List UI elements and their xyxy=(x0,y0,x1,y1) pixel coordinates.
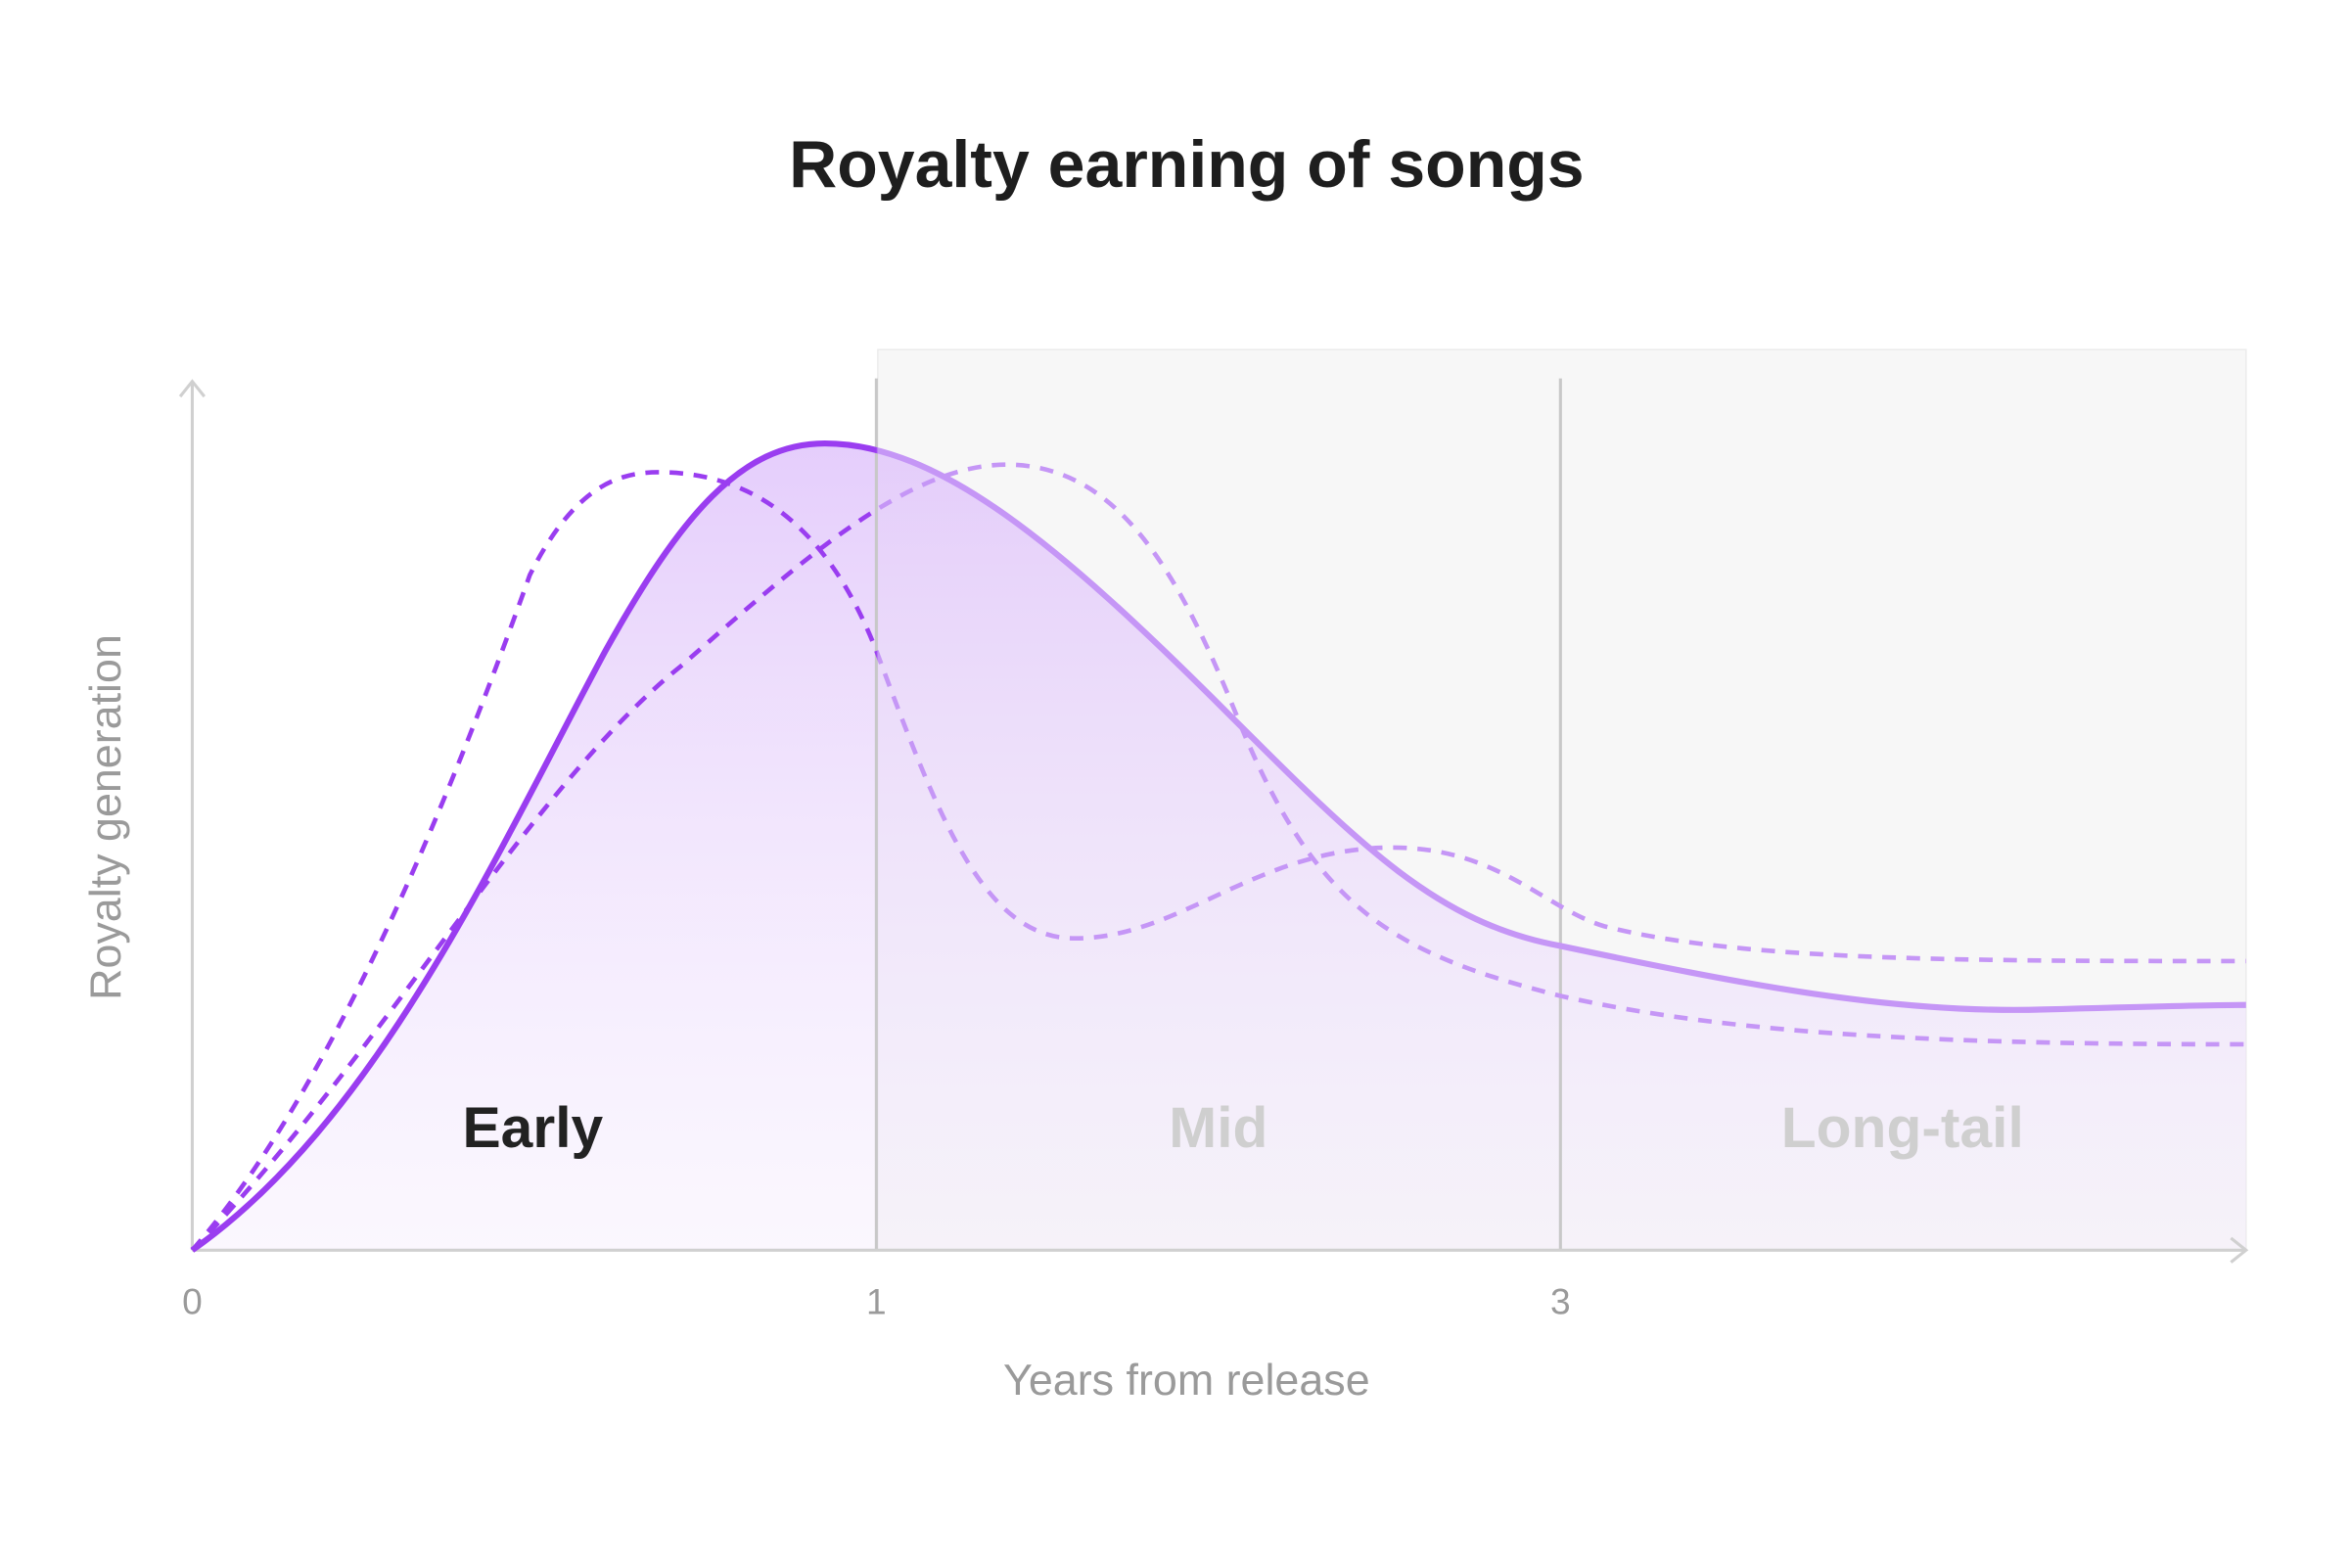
phase-label: Mid xyxy=(1169,1096,1267,1160)
x-axis-arrow xyxy=(2230,1236,2249,1264)
y-axis-arrow xyxy=(178,379,207,398)
x-tick-label: 1 xyxy=(866,1281,887,1322)
x-tick-label: 3 xyxy=(1550,1281,1571,1322)
chart-title: Royalty earning of songs xyxy=(789,127,1585,202)
phase-label: Long-tail xyxy=(1781,1096,2024,1160)
x-tick-label: 0 xyxy=(182,1281,203,1322)
early-peak-curve xyxy=(190,470,2246,1252)
y-axis-label: Royalty generation xyxy=(80,634,130,1000)
x-axis-label: Years from release xyxy=(1003,1355,1370,1405)
phase-label: Early xyxy=(462,1096,603,1160)
area-fill xyxy=(192,443,2246,1251)
typical-curve xyxy=(190,439,2246,1253)
